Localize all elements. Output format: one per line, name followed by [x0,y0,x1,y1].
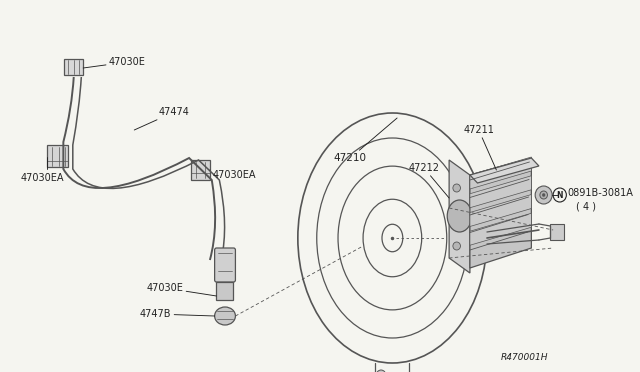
Ellipse shape [214,307,236,325]
Polygon shape [449,160,470,273]
FancyBboxPatch shape [550,224,564,240]
Text: N: N [557,190,563,199]
FancyBboxPatch shape [64,59,83,75]
FancyBboxPatch shape [214,248,236,282]
Polygon shape [470,213,531,245]
Text: 47020BA: 47020BA [0,371,1,372]
Ellipse shape [447,200,472,232]
Circle shape [453,184,460,192]
Text: 47474: 47474 [134,107,189,130]
Circle shape [453,242,460,250]
FancyBboxPatch shape [47,145,68,167]
Text: 47030EA: 47030EA [21,173,64,183]
Polygon shape [470,158,531,268]
Text: 47030E: 47030E [83,57,146,68]
FancyBboxPatch shape [216,282,232,300]
Text: 0891B-3081A: 0891B-3081A [567,188,633,198]
Text: 47212: 47212 [408,163,449,198]
Text: 47211: 47211 [463,125,497,170]
Text: R470001H: R470001H [501,353,548,362]
Text: 47210: 47210 [334,118,397,163]
Circle shape [542,193,545,196]
Text: 4747B: 4747B [140,309,214,319]
Polygon shape [470,157,531,189]
Circle shape [535,186,552,204]
Text: 47030E: 47030E [147,283,216,296]
Circle shape [540,191,547,199]
Polygon shape [470,176,531,208]
Text: 47030EA: 47030EA [210,170,256,180]
Polygon shape [470,158,539,183]
Polygon shape [470,195,531,227]
Text: ( 4 ): ( 4 ) [576,201,596,211]
Text: 47020BA: 47020BA [0,371,1,372]
Circle shape [376,370,386,372]
FancyBboxPatch shape [191,160,210,180]
